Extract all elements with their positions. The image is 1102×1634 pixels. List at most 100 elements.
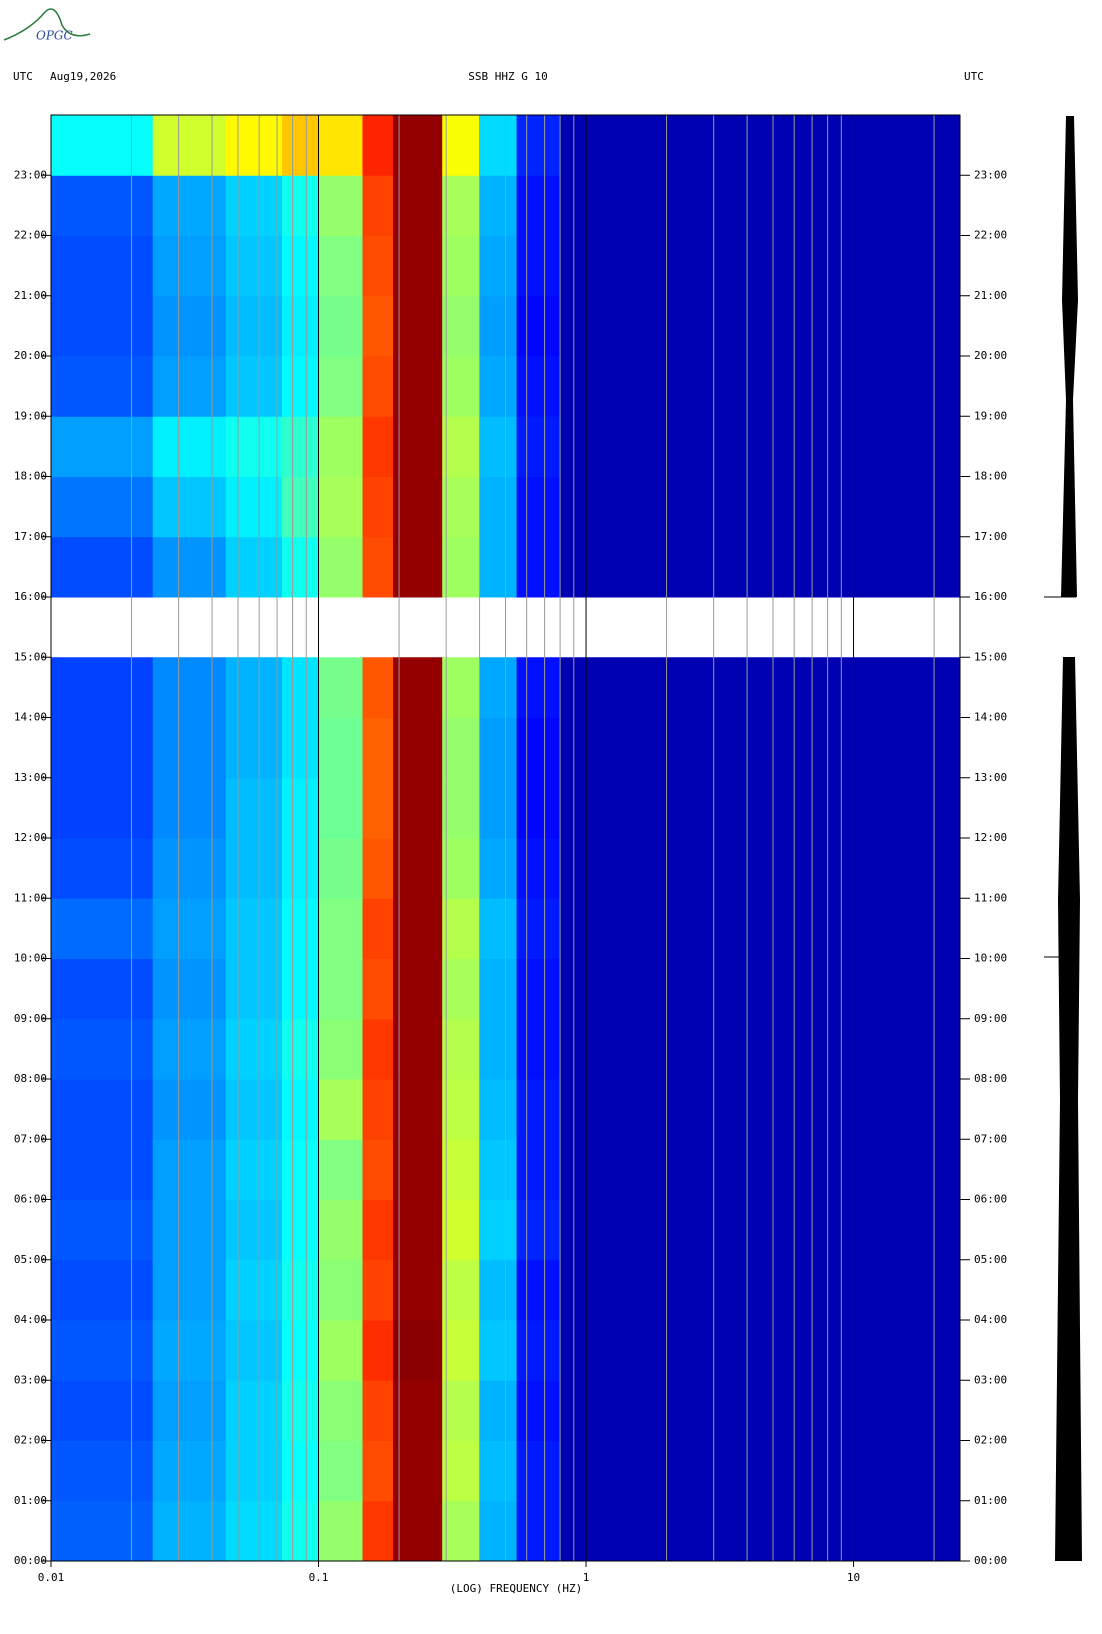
- spectrum-cell: [516, 1139, 561, 1200]
- spectrum-cell: [560, 1079, 961, 1140]
- spectrum-cell: [152, 416, 227, 477]
- spectrum-cell: [318, 416, 363, 477]
- spectrum-cell: [479, 898, 518, 959]
- y-tick-label-right: 12:00: [974, 831, 1007, 844]
- spectrum-cell: [281, 1139, 320, 1200]
- spectrum-cell: [152, 958, 227, 1020]
- x-tick-label: 10: [847, 1571, 860, 1584]
- spectrum-cell: [362, 1259, 394, 1321]
- spectrum-cell: [281, 175, 320, 236]
- spectrum-cell: [281, 476, 320, 538]
- y-tick-label: 15:00: [14, 650, 47, 663]
- spectrum-cell: [442, 175, 481, 236]
- spectrum-cell: [51, 295, 154, 357]
- y-tick-label-right: 06:00: [974, 1193, 1007, 1206]
- spectrum-cell: [225, 295, 283, 357]
- y-tick-label-right: 17:00: [974, 530, 1007, 543]
- spectrum-cell: [225, 777, 283, 839]
- spectrum-cell: [152, 1320, 227, 1381]
- spectrum-cell: [362, 235, 394, 297]
- spectrum-cell: [516, 235, 561, 297]
- spectrum-cell: [560, 657, 961, 718]
- y-tick-label-right: 22:00: [974, 229, 1007, 242]
- spectrum-cell: [225, 838, 283, 899]
- spectrum-cell: [362, 175, 394, 236]
- spectrum-cell: [362, 958, 394, 1020]
- spectrum-cell: [560, 476, 961, 538]
- spectrum-cell: [362, 1018, 394, 1080]
- spectrum-cell: [362, 717, 394, 779]
- spectrum-cell: [442, 416, 481, 477]
- trace-upper: [1061, 116, 1078, 597]
- spectrum-cell: [225, 536, 283, 598]
- spectrum-cell: [516, 356, 561, 417]
- spectrum-cell: [225, 657, 283, 718]
- spectrum-cell: [362, 838, 394, 899]
- spectrum-cell: [318, 536, 363, 598]
- spectrum-cell: [479, 1079, 518, 1140]
- spectrum-cell: [479, 1199, 518, 1261]
- spectrum-cell: [152, 777, 227, 839]
- spectrum-cell: [152, 1139, 227, 1200]
- spectrum-cell: [281, 1320, 320, 1381]
- spectrum-cell: [442, 1018, 481, 1080]
- spectrum-cell: [479, 717, 518, 779]
- spectrum-cell: [318, 1500, 363, 1562]
- y-tick-label: 16:00: [14, 590, 47, 603]
- y-tick-label-right: 07:00: [974, 1132, 1007, 1145]
- spectrum-cell: [362, 356, 394, 417]
- spectrum-cell: [281, 356, 320, 417]
- y-tick-label: 23:00: [14, 168, 47, 181]
- spectrum-cell: [560, 235, 961, 297]
- spectrum-cell: [281, 115, 320, 176]
- y-tick-label-right: 18:00: [974, 470, 1007, 483]
- y-tick-label: 10:00: [14, 952, 47, 965]
- y-tick-label-right: 10:00: [974, 952, 1007, 965]
- spectrum-cell: [516, 1199, 561, 1261]
- spectrum-cell: [51, 898, 154, 959]
- spectrum-cell: [51, 356, 154, 417]
- logo: OPGC: [3, 8, 91, 43]
- y-tick-label-right: 19:00: [974, 409, 1007, 422]
- spectrum-cell: [516, 958, 561, 1020]
- x-tick-label: 1: [583, 1571, 590, 1584]
- y-tick-label: 09:00: [14, 1012, 47, 1025]
- spectrum-cell: [362, 476, 394, 538]
- spectrum-cell: [560, 838, 961, 899]
- spectrum-cell: [281, 1018, 320, 1080]
- spectrum-cell: [362, 416, 394, 477]
- y-tick-label-right: 15:00: [974, 650, 1007, 663]
- spectrum-cell: [318, 898, 363, 959]
- spectrum-cell: [479, 777, 518, 839]
- spectrum-cell: [362, 898, 394, 959]
- y-tick-label-right: 21:00: [974, 289, 1007, 302]
- y-tick-label: 18:00: [14, 470, 47, 483]
- y-tick-label: 02:00: [14, 1434, 47, 1447]
- spectrum-cell: [479, 115, 518, 176]
- spectrum-cell: [318, 356, 363, 417]
- spectrum-cell: [442, 657, 481, 718]
- spectrum-cell: [362, 1079, 394, 1140]
- spectrum-cell: [225, 1079, 283, 1140]
- spectrum-cell: [479, 476, 518, 538]
- spectrum-cell: [225, 958, 283, 1020]
- spectrum-cell: [51, 1139, 154, 1200]
- spectrum-cell: [152, 115, 227, 176]
- spectrum-cell: [393, 115, 443, 176]
- y-tick-label-right: 13:00: [974, 771, 1007, 784]
- spectrum-cell: [516, 476, 561, 538]
- spectrum-cell: [393, 1079, 443, 1140]
- spectrum-cell: [560, 898, 961, 959]
- y-tick-label-right: 02:00: [974, 1434, 1007, 1447]
- spectrum-cell: [516, 1079, 561, 1140]
- spectrum-cell: [516, 175, 561, 236]
- spectrum-cell: [225, 115, 283, 176]
- y-tick-label: 14:00: [14, 711, 47, 724]
- spectrum-cell: [479, 1139, 518, 1200]
- spectrum-cell: [318, 235, 363, 297]
- spectrum-cell: [152, 1440, 227, 1502]
- spectrum-cell: [225, 1440, 283, 1502]
- spectrum-cell: [152, 295, 227, 357]
- y-tick-label-right: 01:00: [974, 1494, 1007, 1507]
